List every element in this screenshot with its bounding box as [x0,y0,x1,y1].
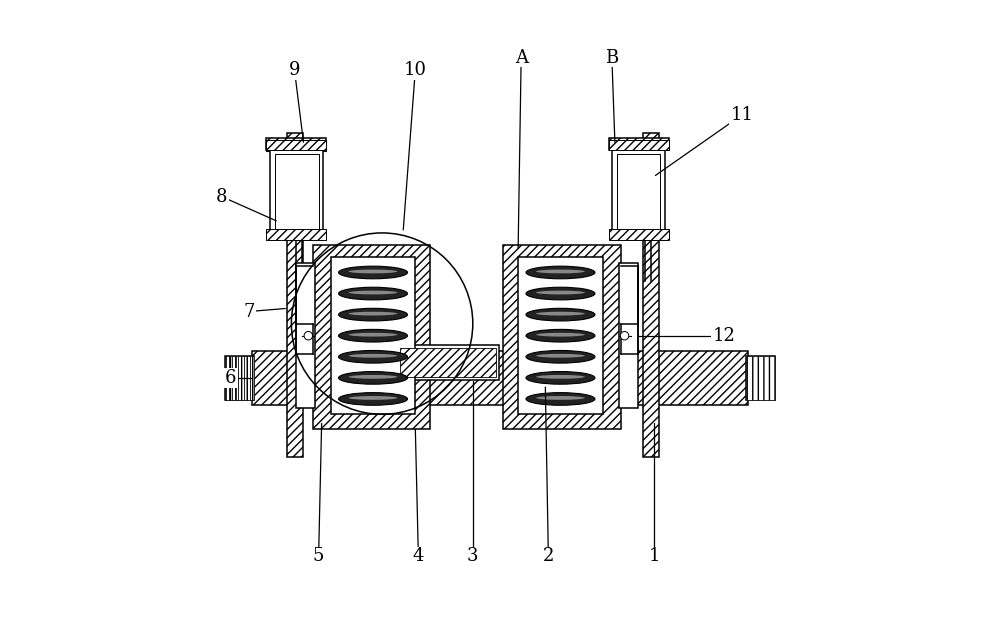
Ellipse shape [526,371,595,384]
Ellipse shape [339,392,408,405]
Text: 10: 10 [404,60,427,78]
Bar [266,140,326,151]
Text: B: B [605,49,618,67]
Bar [617,154,660,234]
Bar [287,133,303,457]
Bar [609,229,669,239]
Text: 9: 9 [289,60,300,78]
Bar [619,263,638,408]
Ellipse shape [536,312,585,315]
Text: 11: 11 [730,106,753,124]
Bar [609,140,669,150]
Bar [643,133,659,457]
Ellipse shape [339,329,408,342]
Bar [266,138,326,150]
Bar [518,257,603,415]
Ellipse shape [536,291,585,294]
Ellipse shape [339,266,408,279]
Text: A: A [515,49,528,67]
Ellipse shape [536,396,585,400]
Bar [252,351,748,405]
Ellipse shape [526,329,595,342]
Text: 5: 5 [313,547,324,565]
Ellipse shape [349,375,397,379]
Ellipse shape [349,312,397,315]
Bar [313,245,430,429]
Ellipse shape [339,308,408,321]
Ellipse shape [339,288,408,300]
Text: 3: 3 [467,547,479,565]
Ellipse shape [536,354,585,358]
Bar [331,257,415,415]
Text: 4: 4 [413,547,424,565]
Ellipse shape [339,371,408,384]
Circle shape [620,331,629,340]
Text: 2: 2 [543,547,554,565]
Ellipse shape [349,396,397,400]
Circle shape [304,331,313,340]
Bar [746,355,775,400]
Ellipse shape [349,291,397,294]
Bar [609,138,669,150]
Bar [746,355,775,400]
Bar [400,348,496,377]
Bar [296,263,315,408]
Bar [270,149,323,239]
Ellipse shape [526,308,595,321]
Text: 7: 7 [243,302,255,320]
Ellipse shape [349,270,397,273]
Ellipse shape [526,288,595,300]
Ellipse shape [526,350,595,363]
Ellipse shape [349,354,397,358]
Bar [275,154,319,234]
Ellipse shape [536,375,585,379]
Text: 1: 1 [648,547,660,565]
Ellipse shape [339,350,408,363]
Ellipse shape [526,266,595,279]
Bar [397,345,499,380]
Ellipse shape [536,270,585,273]
Bar [503,245,621,429]
Ellipse shape [349,333,397,337]
Bar [225,355,254,400]
Bar [266,140,326,150]
Bar [225,355,254,400]
Text: 6: 6 [225,369,237,387]
Bar [612,149,665,239]
Ellipse shape [536,333,585,337]
Text: 8: 8 [216,188,228,205]
Text: 12: 12 [712,327,735,345]
Ellipse shape [526,392,595,405]
Bar [266,229,326,239]
